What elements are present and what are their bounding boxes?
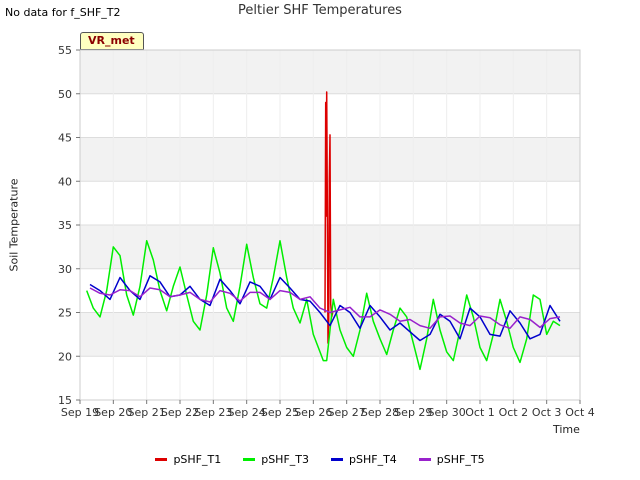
x-tick-label: Oct 1	[465, 406, 495, 419]
band	[80, 50, 580, 94]
legend-swatch	[418, 458, 431, 461]
x-tick-label: Sep 30	[428, 406, 466, 419]
legend-label: pSHF_T1	[173, 453, 222, 466]
band	[80, 93, 580, 138]
x-tick-label: Sep 22	[161, 406, 199, 419]
x-tick-label: Sep 19	[61, 406, 99, 419]
y-tick-label: 45	[58, 132, 72, 145]
x-tick-label: Oct 2	[499, 406, 529, 419]
y-tick-label: 25	[58, 307, 72, 320]
y-tick-label: 55	[58, 44, 72, 57]
y-tick-label: 35	[58, 219, 72, 232]
series-line-pSHF_T4	[89, 275, 561, 342]
x-tick-label: Sep 26	[294, 406, 332, 419]
x-tick-label: Sep 27	[328, 406, 366, 419]
site-badge: VR_met	[80, 32, 144, 50]
legend: pSHF_T1 pSHF_T3 pSHF_T4 pSHF_T5	[0, 453, 640, 466]
x-tick-label: Sep 29	[394, 406, 432, 419]
x-tick-label: Sep 25	[261, 406, 299, 419]
legend-item-pSHF_T4: pSHF_T4	[331, 453, 397, 466]
legend-item-pSHF_T1: pSHF_T1	[155, 453, 221, 466]
x-tick-label: Sep 23	[194, 406, 232, 419]
legend-label: pSHF_T4	[349, 453, 397, 466]
y-tick-label: 20	[58, 350, 72, 363]
legend-item-pSHF_T5: pSHF_T5	[418, 453, 485, 466]
band	[80, 356, 580, 400]
x-tick-label: Sep 24	[228, 406, 266, 419]
grid-lines	[79, 49, 581, 401]
series-line-pSHF_T1	[324, 91, 334, 344]
legend-label: pSHF_T5	[436, 453, 485, 466]
chart-title: Peltier SHF Temperatures	[238, 3, 402, 18]
x-tick-label: Oct 4	[565, 406, 595, 419]
y-tick-label: 40	[58, 175, 72, 188]
x-tick-label: Sep 21	[128, 406, 166, 419]
x-tick-label: Sep 28	[361, 406, 399, 419]
series-lines	[85, 91, 561, 371]
legend-swatch	[155, 458, 168, 461]
y-tick-label: 15	[58, 394, 72, 407]
y-tick-label: 50	[58, 88, 72, 101]
legend-swatch	[243, 458, 256, 461]
no-data-notice: No data for f_SHF_T2	[5, 6, 121, 19]
x-axis-label: Time	[553, 423, 580, 436]
y-tick-label: 30	[58, 263, 72, 276]
series-line-pSHF_T5	[89, 287, 561, 330]
series-line-pSHF_T3	[85, 239, 561, 371]
legend-swatch	[331, 458, 343, 461]
x-tick-label: Sep 20	[94, 406, 132, 419]
x-tick-label: Oct 3	[532, 406, 562, 419]
legend-label: pSHF_T3	[261, 453, 309, 466]
legend-item-pSHF_T3: pSHF_T3	[243, 453, 309, 466]
